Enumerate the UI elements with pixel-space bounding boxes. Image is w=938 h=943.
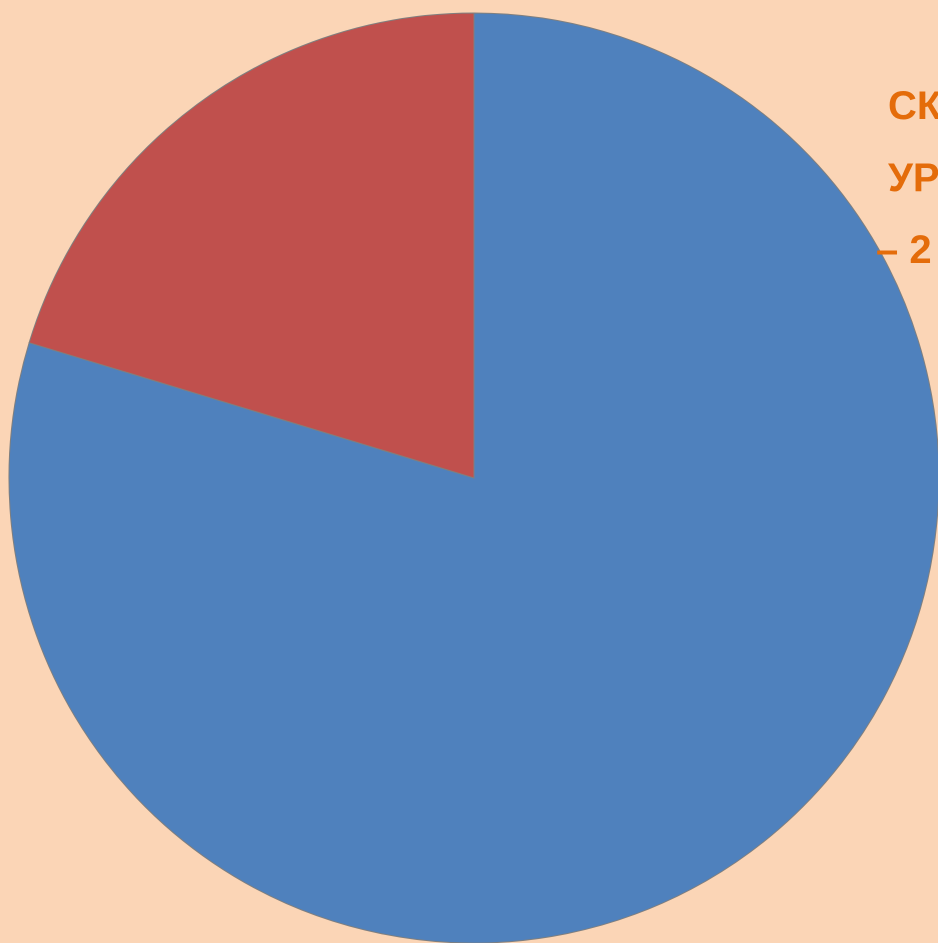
pie-slices — [8, 12, 938, 943]
annotation-line-1: СК — [888, 84, 938, 128]
annotation-line-2: УР — [888, 156, 938, 200]
pie-slice-2 — [28, 12, 475, 479]
annotation-line-3: – 2 — [876, 228, 932, 272]
